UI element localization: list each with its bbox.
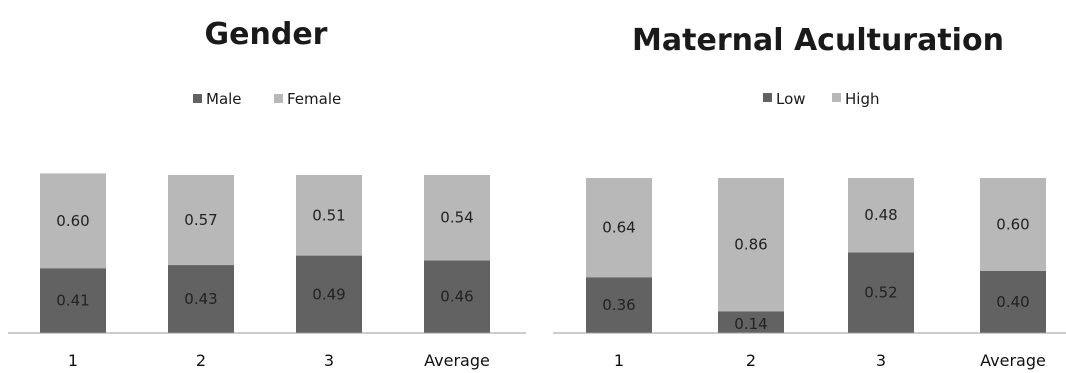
x-axis-ticks: 1 2 3 Average (68, 351, 490, 370)
data-label: 0.64 (602, 219, 635, 237)
bar-female-2 (168, 175, 234, 266)
chart-title: Gender (205, 17, 328, 52)
data-label: 0.36 (602, 296, 635, 314)
bar-female-1 (40, 173, 106, 269)
bar-male-3 (296, 255, 362, 333)
legend-swatch-female (274, 94, 283, 103)
data-label: 0.48 (864, 206, 897, 224)
data-label: 0.40 (996, 293, 1029, 311)
x-tick-label: 1 (614, 351, 624, 370)
legend-label-male: Male (206, 90, 242, 108)
bar-low-3 (848, 252, 914, 333)
legend-label-high: High (845, 90, 879, 108)
data-label: 0.41 (56, 292, 89, 310)
bar-high-2 (718, 178, 784, 312)
bar-group: 0.41 0.60 0.43 0.57 0.49 0.51 0.46 0.54 (40, 173, 490, 333)
legend-swatch-high (832, 93, 841, 102)
data-label: 0.43 (184, 290, 217, 308)
bar-high-1 (586, 178, 652, 278)
data-label: 0.86 (734, 236, 767, 254)
x-tick-label: 1 (68, 351, 78, 370)
data-label: 0.54 (440, 209, 473, 227)
legend-swatch-low (763, 93, 772, 102)
x-tick-label: Average (424, 351, 490, 370)
legend-label-low: Low (776, 90, 806, 108)
chart-title: Maternal Aculturation (632, 23, 1004, 58)
data-label: 0.52 (864, 284, 897, 302)
data-label: 0.60 (56, 212, 89, 230)
data-label: 0.60 (996, 216, 1029, 234)
data-label: 0.57 (184, 211, 217, 229)
x-tick-label: 3 (876, 351, 886, 370)
bar-high-3 (848, 178, 914, 253)
bar-high-average (980, 178, 1046, 271)
data-label: 0.49 (312, 285, 345, 303)
x-tick-label: 2 (196, 351, 206, 370)
x-axis-ticks: 1 2 3 Average (614, 351, 1046, 370)
legend-swatch-male (193, 94, 202, 103)
x-tick-label: 3 (324, 351, 334, 370)
bar-male-2 (168, 265, 234, 333)
data-label: 0.51 (312, 206, 345, 224)
data-label: 0.46 (440, 288, 473, 306)
legend: Low High (763, 90, 879, 108)
data-label: 0.14 (734, 315, 767, 333)
bar-group: 0.36 0.64 0.14 0.86 0.52 0.48 0.40 0.60 (586, 178, 1046, 333)
chart-maternal-aculturation: Maternal Aculturation Low High 0.360.640… (553, 23, 1066, 370)
legend-label-female: Female (287, 90, 341, 108)
bar-male-average (424, 260, 490, 333)
chart-gender: Gender Male Female 0.410.600.430.570.490… (8, 17, 526, 370)
bar-low-2 (718, 311, 784, 333)
bar-low-1 (586, 277, 652, 333)
bar-female-3 (296, 175, 362, 256)
bar-female-average (424, 175, 490, 261)
x-tick-label: Average (980, 351, 1046, 370)
bar-male-1 (40, 268, 106, 333)
legend: Male Female (193, 90, 341, 108)
bar-low-average (980, 271, 1046, 333)
x-tick-label: 2 (746, 351, 756, 370)
